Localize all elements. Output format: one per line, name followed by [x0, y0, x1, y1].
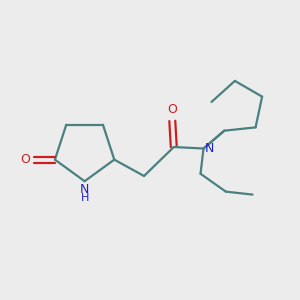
- Text: O: O: [21, 153, 31, 166]
- Text: N: N: [205, 142, 214, 155]
- Text: N: N: [80, 183, 89, 196]
- Text: H: H: [80, 193, 89, 202]
- Text: O: O: [167, 103, 177, 116]
